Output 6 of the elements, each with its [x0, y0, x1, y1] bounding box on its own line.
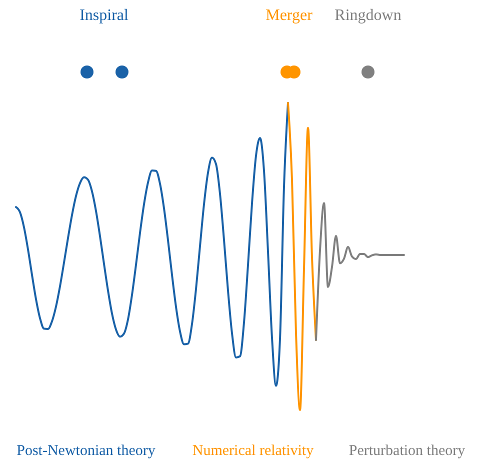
text: Merger: [266, 7, 314, 24]
text: Inspiral: [80, 7, 129, 24]
text: Ringdown: [334, 7, 402, 24]
text: Perturbation theory: [348, 443, 466, 459]
text: Numerical relativity: [192, 443, 314, 459]
text: Post-Newtonian theory: [16, 443, 156, 459]
